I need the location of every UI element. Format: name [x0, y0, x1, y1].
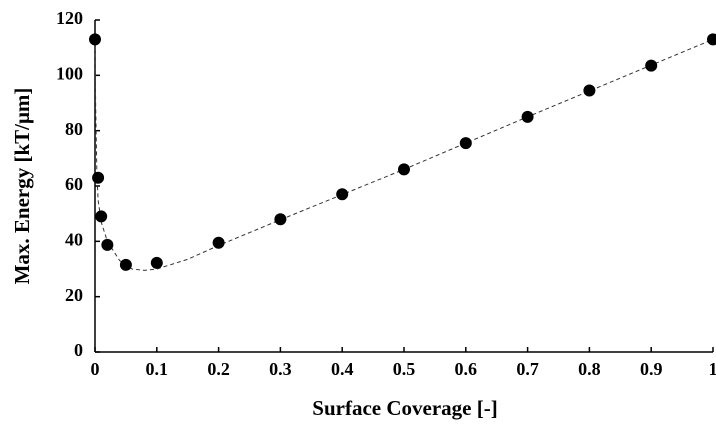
x-tick-label: 1 — [709, 359, 716, 379]
data-point — [336, 188, 349, 201]
x-axis-title: Surface Coverage [-] — [312, 396, 497, 420]
y-tick-label: 20 — [65, 285, 83, 305]
y-tick-label: 60 — [65, 174, 83, 194]
data-point — [92, 171, 105, 184]
y-tick-label: 120 — [56, 8, 83, 28]
data-point — [119, 258, 132, 271]
x-tick-label: 0.3 — [269, 359, 292, 379]
y-tick-label: 40 — [65, 229, 83, 249]
data-point — [645, 59, 658, 72]
x-tick-label: 0.5 — [393, 359, 416, 379]
data-point — [583, 84, 596, 97]
x-tick-label: 0.4 — [331, 359, 354, 379]
y-tick-label: 100 — [56, 63, 83, 83]
data-point — [212, 236, 225, 249]
fit-curve — [94, 38, 714, 271]
x-tick-label: 0.6 — [455, 359, 478, 379]
y-tick-label: 0 — [74, 340, 83, 360]
x-tick-label: 0.1 — [146, 359, 169, 379]
data-point — [150, 256, 163, 269]
data-point — [101, 238, 114, 251]
data-point — [521, 110, 534, 123]
x-tick-label: 0.2 — [207, 359, 230, 379]
data-point — [707, 33, 716, 46]
y-tick-label: 80 — [65, 119, 83, 139]
x-tick-label: 0.8 — [578, 359, 601, 379]
y-axis-title: Max. Energy [kT/μm] — [10, 88, 34, 285]
data-point — [459, 137, 472, 150]
data-point — [398, 163, 410, 176]
x-tick-label: 0.7 — [516, 359, 539, 379]
x-tick-label: 0 — [91, 359, 100, 379]
data-point — [89, 33, 101, 46]
data-point — [274, 213, 287, 226]
x-tick-label: 0.9 — [640, 359, 663, 379]
data-point — [95, 210, 108, 223]
